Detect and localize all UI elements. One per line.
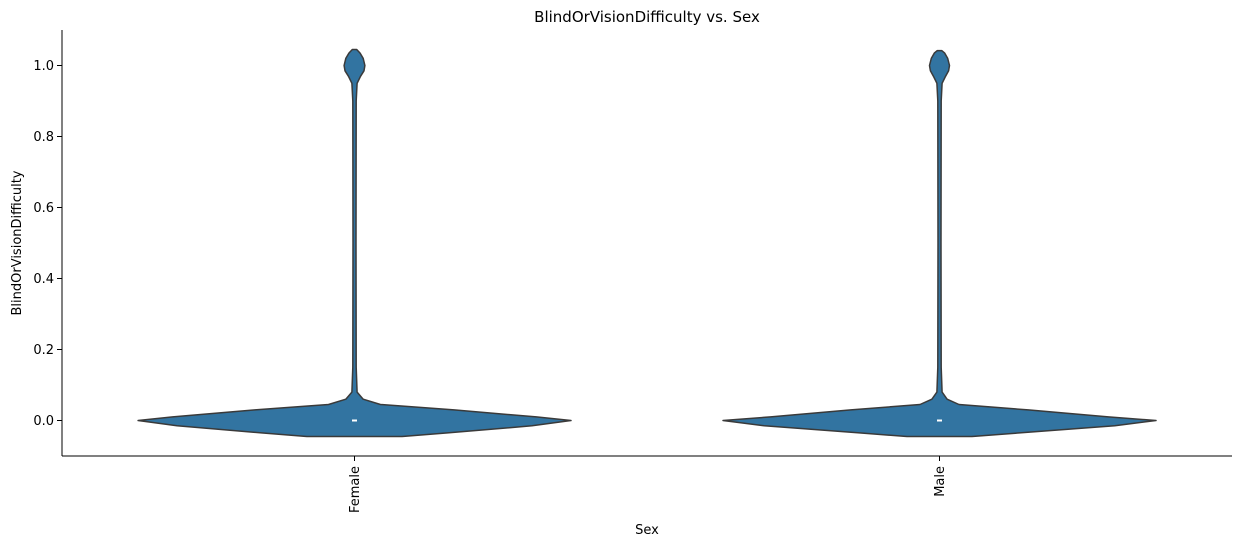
y-tick-label: 0.0	[33, 414, 54, 429]
y-tick-label: 1.0	[33, 59, 54, 74]
x-tick-label: Male	[933, 466, 948, 497]
violin-female	[137, 48, 572, 438]
chart-title: BlindOrVisionDifficulty vs. Sex	[534, 8, 760, 26]
y-tick-label: 0.4	[33, 272, 54, 287]
y-axis-label: BlindOrVisionDifficulty	[10, 170, 25, 315]
x-axis-label: Sex	[635, 523, 659, 538]
violin-male	[722, 49, 1157, 438]
x-axis-ticks: Female Male	[348, 456, 948, 513]
x-tick-label: Female	[348, 466, 363, 513]
violin-layer	[137, 48, 1157, 438]
y-tick-label: 0.6	[33, 201, 54, 216]
y-axis-ticks: 0.0 0.2 0.4 0.6 0.8 1.0	[33, 59, 62, 429]
y-tick-label: 0.2	[33, 343, 54, 358]
y-tick-label: 0.8	[33, 130, 54, 145]
